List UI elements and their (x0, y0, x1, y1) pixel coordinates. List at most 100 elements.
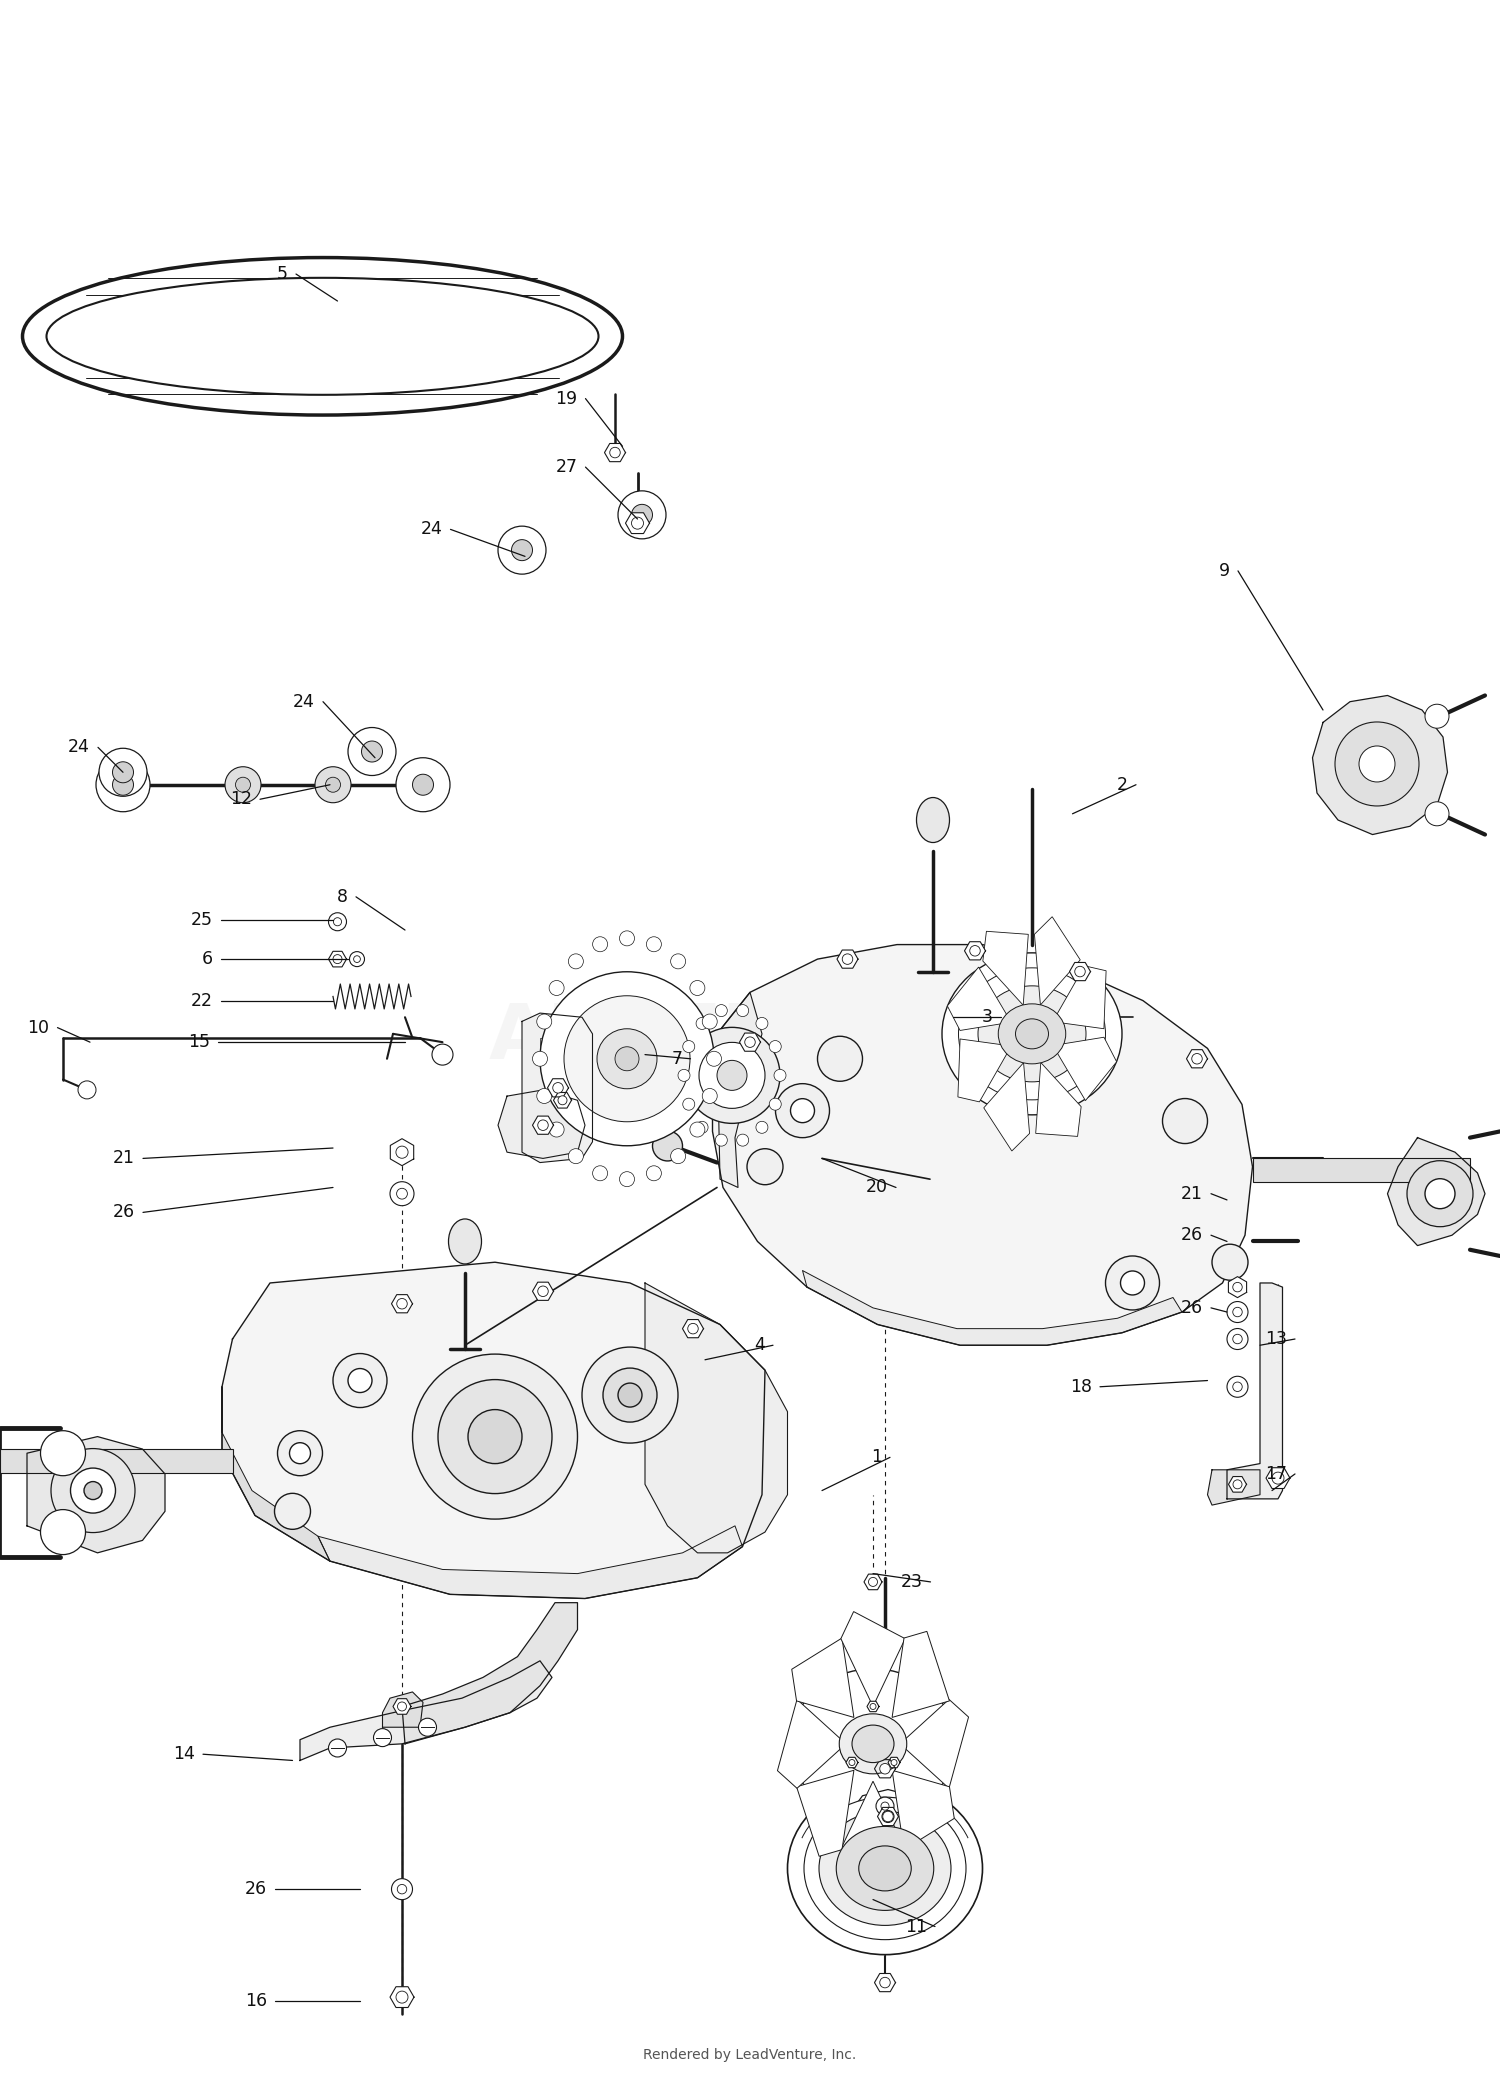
Polygon shape (964, 943, 986, 959)
Circle shape (876, 1798, 894, 1814)
Circle shape (1162, 1098, 1208, 1144)
Circle shape (333, 955, 342, 963)
Circle shape (348, 727, 396, 776)
Circle shape (70, 1468, 116, 1513)
Polygon shape (864, 1574, 882, 1590)
Polygon shape (498, 1090, 585, 1158)
Polygon shape (1227, 1283, 1282, 1499)
Text: 1: 1 (871, 1449, 882, 1466)
Polygon shape (892, 1771, 954, 1850)
Polygon shape (892, 1632, 950, 1717)
Circle shape (708, 1050, 756, 1100)
FancyBboxPatch shape (1252, 1158, 1470, 1183)
Polygon shape (846, 1756, 858, 1769)
Circle shape (744, 1036, 754, 1048)
FancyBboxPatch shape (672, 1038, 681, 1053)
Ellipse shape (942, 953, 1122, 1115)
Text: 9: 9 (1220, 563, 1230, 579)
Circle shape (333, 918, 342, 926)
Circle shape (413, 1354, 578, 1520)
Circle shape (549, 1121, 564, 1138)
Text: 21: 21 (112, 1150, 135, 1167)
Polygon shape (777, 1700, 846, 1787)
Circle shape (1335, 722, 1419, 805)
Circle shape (532, 1050, 548, 1067)
Polygon shape (1053, 965, 1106, 1030)
Circle shape (96, 758, 150, 812)
Circle shape (278, 1430, 322, 1476)
Polygon shape (874, 1974, 896, 1991)
Polygon shape (1228, 1277, 1246, 1298)
Circle shape (682, 1040, 694, 1053)
Circle shape (582, 1347, 678, 1443)
FancyBboxPatch shape (552, 1038, 561, 1053)
Ellipse shape (858, 1846, 910, 1891)
FancyBboxPatch shape (564, 1038, 573, 1053)
Polygon shape (852, 1790, 922, 1848)
Circle shape (512, 540, 532, 561)
Circle shape (1407, 1160, 1473, 1227)
Circle shape (40, 1430, 86, 1476)
Circle shape (549, 980, 564, 996)
Polygon shape (604, 444, 625, 461)
Polygon shape (392, 1295, 412, 1312)
Ellipse shape (1016, 1019, 1048, 1048)
Circle shape (1227, 1329, 1248, 1349)
Text: 11: 11 (904, 1918, 927, 1935)
Text: 20: 20 (865, 1179, 888, 1196)
Circle shape (646, 936, 662, 951)
Circle shape (84, 1482, 102, 1499)
Circle shape (670, 953, 686, 969)
Circle shape (716, 1133, 728, 1146)
Polygon shape (645, 1283, 788, 1553)
Circle shape (879, 1763, 891, 1775)
Text: 13: 13 (1264, 1331, 1287, 1347)
Circle shape (770, 1040, 782, 1053)
Circle shape (1120, 1271, 1144, 1295)
Text: 10: 10 (27, 1019, 50, 1036)
Text: 15: 15 (188, 1034, 210, 1050)
Circle shape (537, 1013, 552, 1030)
Circle shape (670, 1148, 686, 1165)
Circle shape (790, 1098, 814, 1123)
Circle shape (776, 1084, 830, 1138)
Circle shape (290, 1443, 310, 1464)
Circle shape (1191, 1053, 1203, 1065)
Circle shape (632, 517, 644, 529)
Polygon shape (796, 1771, 853, 1856)
Circle shape (326, 776, 340, 793)
Ellipse shape (804, 1798, 966, 1939)
Circle shape (717, 1061, 747, 1090)
Circle shape (818, 1036, 862, 1082)
Polygon shape (532, 1283, 554, 1300)
Polygon shape (842, 1611, 904, 1706)
Circle shape (374, 1729, 392, 1746)
Polygon shape (626, 513, 650, 534)
Circle shape (882, 1810, 894, 1823)
Text: Rendered by LeadVenture, Inc.: Rendered by LeadVenture, Inc. (644, 2049, 856, 2061)
Circle shape (1227, 1302, 1248, 1322)
Circle shape (592, 1167, 608, 1181)
Circle shape (1074, 965, 1084, 978)
Text: ADVENTURE: ADVENTURE (489, 1001, 1011, 1075)
Circle shape (396, 1146, 408, 1158)
Circle shape (328, 1740, 346, 1756)
Text: 2: 2 (1118, 776, 1128, 793)
Polygon shape (740, 1034, 760, 1050)
Circle shape (682, 1098, 694, 1111)
Circle shape (723, 1067, 741, 1084)
Circle shape (568, 1148, 584, 1165)
Circle shape (880, 1802, 890, 1810)
Polygon shape (948, 967, 1011, 1030)
Circle shape (1425, 801, 1449, 826)
Text: 22: 22 (190, 992, 213, 1009)
Circle shape (969, 945, 981, 957)
Circle shape (396, 1187, 408, 1200)
Text: 23: 23 (900, 1574, 922, 1590)
Ellipse shape (958, 967, 1106, 1100)
Circle shape (646, 1167, 662, 1181)
Ellipse shape (978, 986, 1086, 1082)
Circle shape (315, 766, 351, 803)
Polygon shape (984, 1063, 1029, 1150)
Polygon shape (837, 951, 858, 967)
